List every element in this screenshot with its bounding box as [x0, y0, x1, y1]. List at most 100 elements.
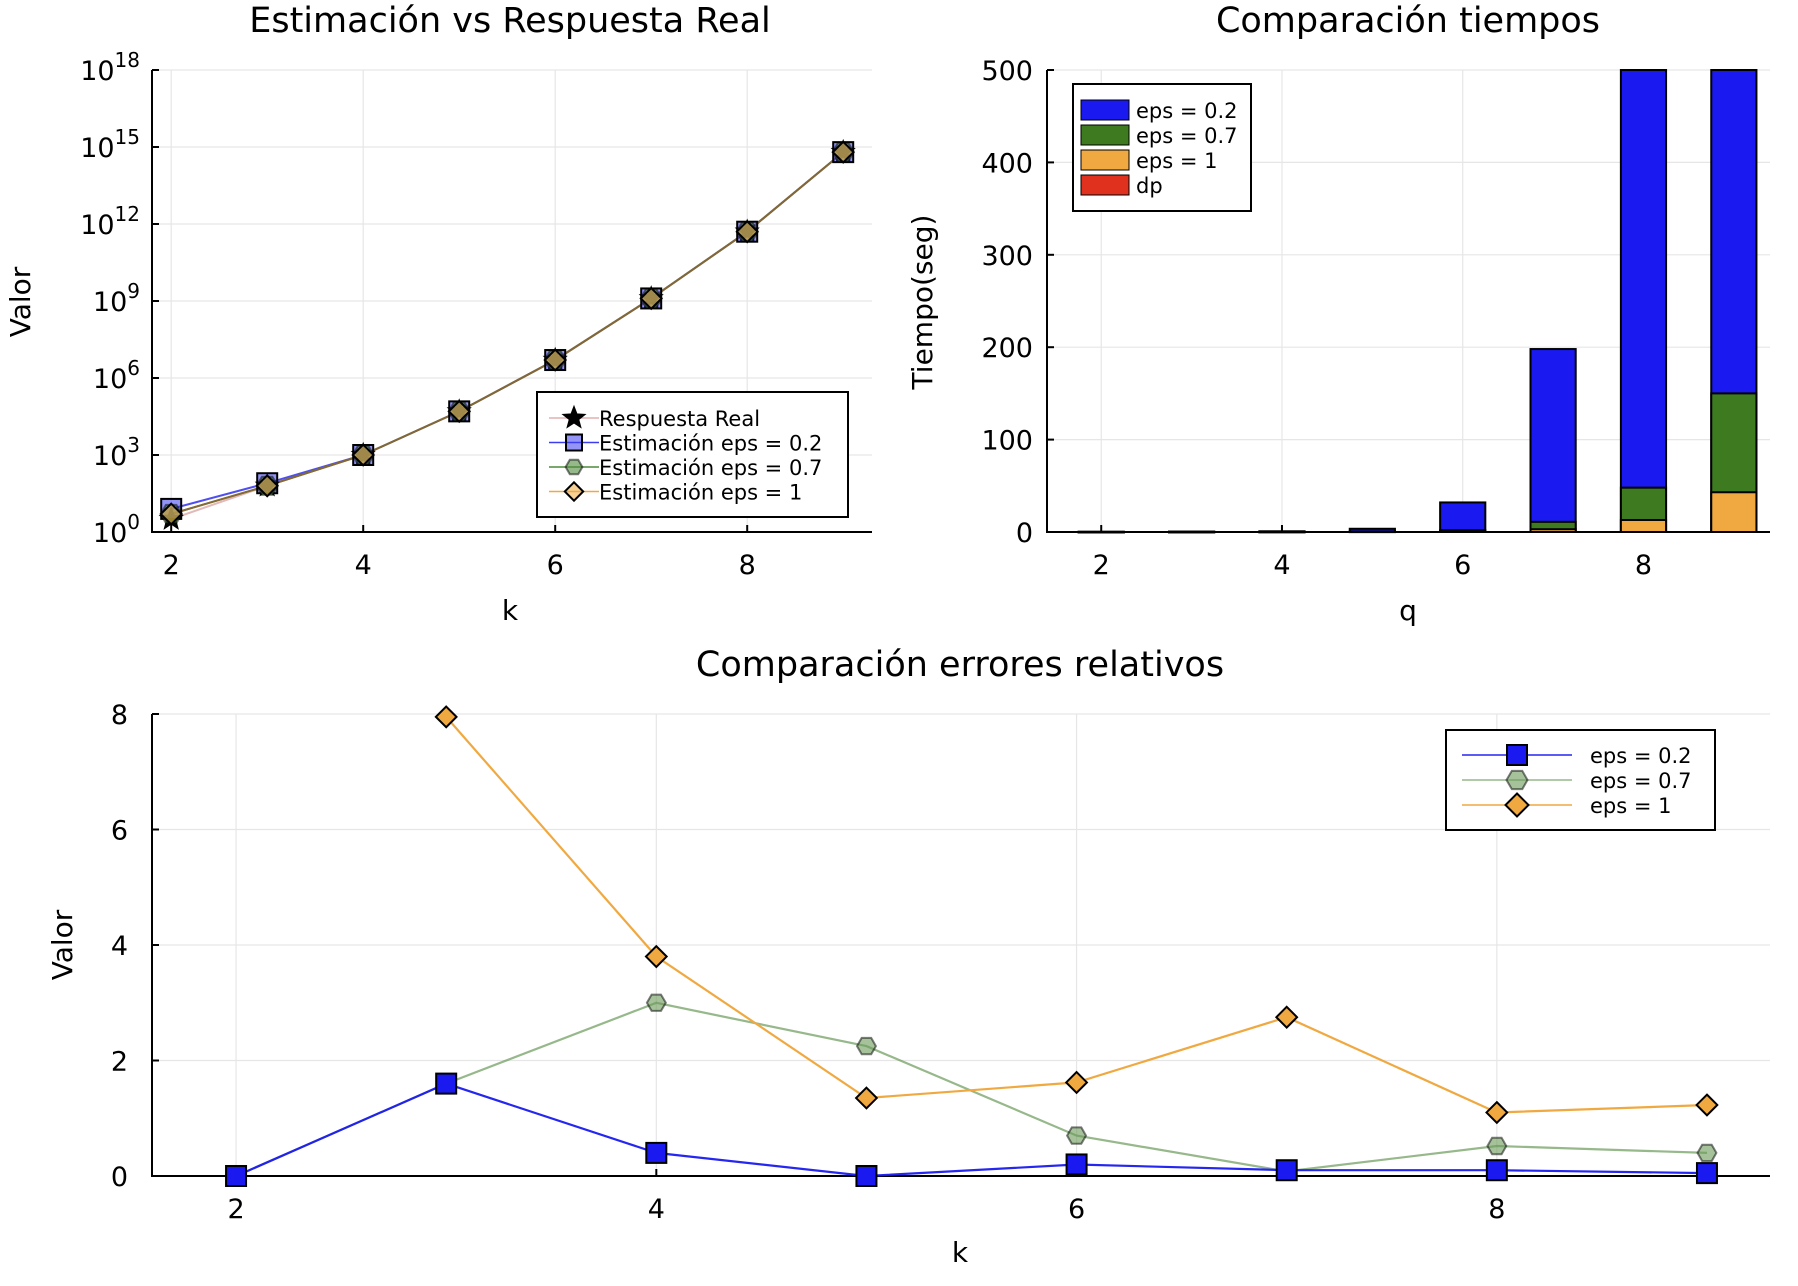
- x-tick-label: 8: [739, 550, 756, 581]
- data-point: [1064, 1070, 1089, 1095]
- data-point: [639, 286, 663, 311]
- bar: [1710, 491, 1758, 534]
- y-axis-label: Valor: [46, 909, 79, 980]
- x-tick-label: 2: [1093, 550, 1110, 581]
- y-tick-label: 2: [111, 1047, 128, 1078]
- data-point: [855, 1165, 878, 1187]
- legend-label: Estimación eps = 0.2: [599, 432, 822, 456]
- chart-title: Estimación vs Respuesta Real: [249, 1, 771, 41]
- bar: [1529, 348, 1577, 533]
- legend-marker: [1506, 744, 1528, 766]
- legend-marker: [565, 433, 583, 452]
- legend-label: eps = 0.2: [1590, 744, 1692, 768]
- y-tick-label: 100: [93, 510, 140, 549]
- data-point: [645, 993, 667, 1012]
- legend-swatch: [1080, 99, 1130, 121]
- x-tick-label: 4: [648, 1194, 665, 1225]
- x-axis-label: q: [1399, 594, 1417, 627]
- x-axis-label: k: [952, 1236, 969, 1269]
- x-tick-label: 2: [163, 550, 180, 581]
- data-point: [644, 944, 669, 969]
- data-point: [447, 399, 471, 424]
- legend-label: eps = 0.2: [1136, 99, 1238, 123]
- legend-swatch: [1080, 174, 1130, 196]
- legend-swatch: [1080, 149, 1130, 171]
- data-point: [225, 1165, 248, 1187]
- data-point: [735, 219, 759, 244]
- data-point: [1065, 1153, 1088, 1176]
- legend-label: eps = 1: [1590, 794, 1672, 818]
- legend-marker: [1505, 769, 1529, 791]
- y-tick-label: 0: [111, 1162, 128, 1193]
- legend-label: eps = 0.7: [1136, 124, 1238, 148]
- bar: [1439, 501, 1487, 534]
- axes: [151, 714, 1770, 1177]
- x-tick-label: 4: [355, 550, 372, 581]
- legend-marker: [563, 480, 585, 503]
- y-tick-label: 4: [111, 931, 128, 962]
- data-point: [159, 502, 183, 526]
- x-tick-label: 4: [1273, 550, 1290, 581]
- y-tick-label: 500: [981, 56, 1033, 87]
- legend-label: eps = 1: [1136, 149, 1218, 173]
- data-point: [1275, 1159, 1298, 1182]
- chart-title: Comparación errores relativos: [696, 645, 1224, 685]
- y-tick-label: 1012: [80, 202, 140, 241]
- bar: [1619, 69, 1668, 533]
- data-point: [1695, 1093, 1719, 1117]
- data-point: [855, 1036, 878, 1056]
- data-point: [645, 1141, 668, 1164]
- data-point: [435, 1072, 458, 1095]
- y-tick-label: 400: [981, 148, 1033, 179]
- y-tick-label-exponent: 3: [127, 433, 140, 457]
- y-tick-label-exponent: 12: [115, 202, 140, 226]
- y-tick-label: 1018: [80, 48, 140, 87]
- data-point: [1485, 1100, 1509, 1125]
- legend-label: eps = 0.7: [1590, 769, 1692, 793]
- data-point: [1696, 1143, 1718, 1163]
- x-tick-label: 8: [1488, 1194, 1505, 1225]
- legend-label: Estimación eps = 0.7: [599, 456, 822, 480]
- panel-errores: Comparación errores relativos k Valor 2 4…: [46, 645, 1770, 1269]
- y-tick-label-exponent: 15: [115, 125, 140, 149]
- y-tick-label: 300: [981, 241, 1033, 272]
- legend-label: Respuesta Real: [599, 407, 760, 431]
- data-point: [1065, 1126, 1088, 1145]
- y-tick-label: 6: [111, 816, 128, 847]
- y-tick-label: 200: [981, 333, 1033, 364]
- y-tick-label-exponent: 6: [127, 356, 140, 380]
- axes: [1046, 70, 1770, 533]
- data-point: [543, 348, 567, 372]
- data-point: [434, 705, 458, 729]
- y-tick-label: 109: [93, 279, 140, 318]
- y-tick-label: 100: [981, 426, 1033, 457]
- y-tick-label: 0: [1016, 518, 1033, 549]
- x-axis-label: k: [502, 594, 519, 627]
- data-point: [831, 140, 855, 164]
- y-tick-label: 1015: [80, 125, 140, 164]
- legend-marker: [564, 458, 584, 476]
- y-tick-label-exponent: 0: [127, 510, 140, 534]
- axes: [151, 70, 872, 533]
- x-tick-label: 6: [1068, 1194, 1085, 1225]
- y-axis-label: Valor: [4, 266, 37, 337]
- x-tick-label: 6: [547, 550, 564, 581]
- legend-box: [536, 391, 849, 518]
- y-tick-label: 8: [111, 700, 128, 731]
- bar: [1619, 518, 1668, 533]
- data-point: [1485, 1159, 1508, 1182]
- y-tick-label-exponent: 9: [127, 279, 140, 303]
- legend-marker: [1504, 792, 1530, 818]
- panel-tiempos: Comparación tiempos q Tiempo(seg) 2 4 6 8 0 1…: [906, 1, 1770, 627]
- legend-marker: [561, 404, 587, 429]
- legend-swatch: [1080, 124, 1130, 146]
- panel-estimacion: Estimación vs Respuesta Real k Valor 2 4 6…: [4, 1, 872, 627]
- y-tick-label: 106: [93, 356, 140, 395]
- x-tick-label: 8: [1635, 550, 1652, 581]
- data-point: [255, 474, 279, 498]
- y-axis-label: Tiempo(seg): [906, 215, 939, 391]
- data-point: [1486, 1136, 1508, 1156]
- y-tick-label-exponent: 18: [115, 48, 140, 72]
- x-tick-label: 2: [227, 1194, 244, 1225]
